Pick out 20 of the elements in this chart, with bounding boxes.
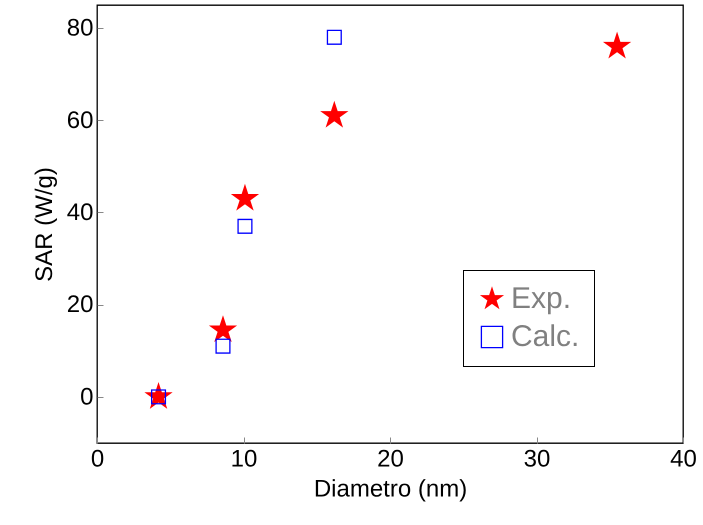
point <box>326 30 342 45</box>
y-tick-label: 20 <box>66 291 94 318</box>
point <box>210 316 236 342</box>
x-tick-label: 30 <box>524 446 550 472</box>
point <box>322 102 348 127</box>
point <box>232 185 258 210</box>
y-tick-label: 40 <box>66 198 94 226</box>
y-tick-label: 60 <box>66 106 94 134</box>
point <box>215 338 231 354</box>
x-tick-label: 10 <box>230 446 258 472</box>
y-tick-label: 0 <box>80 383 94 410</box>
point <box>604 33 630 58</box>
legend-label: Calc. <box>511 320 580 353</box>
point <box>237 218 253 234</box>
y-tick-label: 80 <box>66 14 94 42</box>
x-tick-label: 20 <box>377 446 404 472</box>
y-axis-title: SAR (W/g) <box>30 167 58 282</box>
x-axis-title: Diametro (nm) <box>314 476 468 502</box>
x-tick-label: 40 <box>670 446 697 472</box>
legend-label: Exp. <box>511 282 572 315</box>
